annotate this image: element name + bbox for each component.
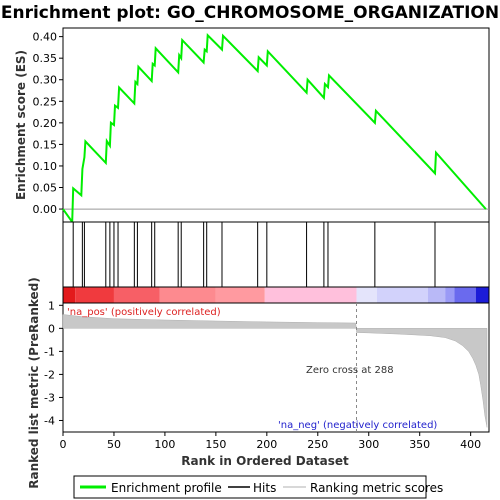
legend-hits-label: Hits: [253, 481, 276, 495]
x-tick-label: 200: [256, 438, 277, 451]
colorbar-segment: [63, 287, 76, 303]
metric-y-tick-label: 1: [48, 299, 55, 312]
x-tick-label: 100: [154, 438, 175, 451]
es-y-tick-label: 0.35: [33, 52, 58, 65]
metric-y-tick-label: -4: [44, 414, 55, 427]
x-tick-label: 150: [205, 438, 226, 451]
negative-correlation-label: 'na_neg' (negatively correlated): [278, 420, 437, 431]
chart-title: Enrichment plot: GO_CHROMOSOME_ORGANIZAT…: [1, 3, 499, 23]
colorbar-segment: [475, 287, 489, 303]
metric-y-tick-label: 0: [48, 322, 55, 335]
es-y-tick-label: 0.00: [33, 203, 58, 216]
colorbar-segment: [454, 287, 476, 303]
legend-ranking-label: Ranking metric scores: [310, 481, 443, 495]
x-tick-label: 50: [107, 438, 121, 451]
es-y-tick-label: 0.15: [33, 138, 58, 151]
hits-panel-frame: [62, 221, 490, 288]
metric-panel: 1 0 -1 -2 -3 -4 'na_pos' (positively correlat…: [27, 277, 490, 489]
es-y-tick-label: 0.05: [33, 182, 58, 195]
positive-correlation-label: 'na_pos' (positively correlated): [67, 307, 221, 318]
x-axis-ticks: 0 50 100 150 200 250 300 350 400: [60, 432, 481, 451]
colorbar-segment: [356, 287, 377, 303]
legend-enrichment-label: Enrichment profile: [111, 481, 222, 495]
enrichment-profile-line: [62, 33, 487, 225]
ranking-colorbar: [63, 287, 489, 303]
es-y-tick-label: 0.10: [33, 160, 58, 173]
legend: Enrichment profile Hits Ranking metric s…: [73, 475, 443, 499]
metric-y-tick-label: -3: [44, 391, 55, 404]
metric-y-axis-label: Ranked list metric (PreRanked): [27, 277, 41, 489]
es-y-tick-label: 0.30: [33, 74, 58, 87]
x-axis-label: Rank in Ordered Dataset: [181, 454, 349, 468]
metric-y-ticks: 1 0 -1 -2 -3 -4: [44, 299, 63, 427]
x-tick-label: 300: [358, 438, 379, 451]
x-tick-label: 0: [60, 438, 67, 451]
es-y-tick-label: 0.25: [33, 95, 58, 108]
colorbar-segment: [376, 287, 428, 303]
hit-marks: [72, 222, 436, 287]
colorbar-segment: [215, 287, 265, 303]
metric-y-tick-label: -1: [44, 345, 55, 358]
zero-cross-label: Zero cross at 288: [306, 365, 394, 376]
metric-y-tick-label: -2: [44, 368, 55, 381]
x-tick-label: 400: [460, 438, 481, 451]
colorbar-segment: [264, 287, 357, 303]
es-panel-frame: [62, 27, 490, 223]
x-tick-label: 350: [409, 438, 430, 451]
es-y-ticks: 0.00 0.05 0.10 0.15 0.20 0.25 0.30 0.35 0.40: [33, 31, 63, 216]
hits-panel: [62, 221, 490, 288]
x-tick-label: 250: [307, 438, 328, 451]
colorbar-segment: [75, 287, 114, 303]
colorbar-segment: [113, 287, 160, 303]
es-y-axis-label: Enrichment score (ES): [14, 50, 28, 200]
es-y-tick-label: 0.20: [33, 117, 58, 130]
colorbar-segment: [427, 287, 446, 303]
es-panel: 0.00 0.05 0.10 0.15 0.20 0.25 0.30 0.35 0.40 Enr…: [14, 27, 490, 225]
ranking-metric-area: [62, 314, 488, 428]
es-y-tick-label: 0.40: [33, 31, 58, 44]
colorbar-segment: [159, 287, 216, 303]
colorbar-segment: [445, 287, 455, 303]
